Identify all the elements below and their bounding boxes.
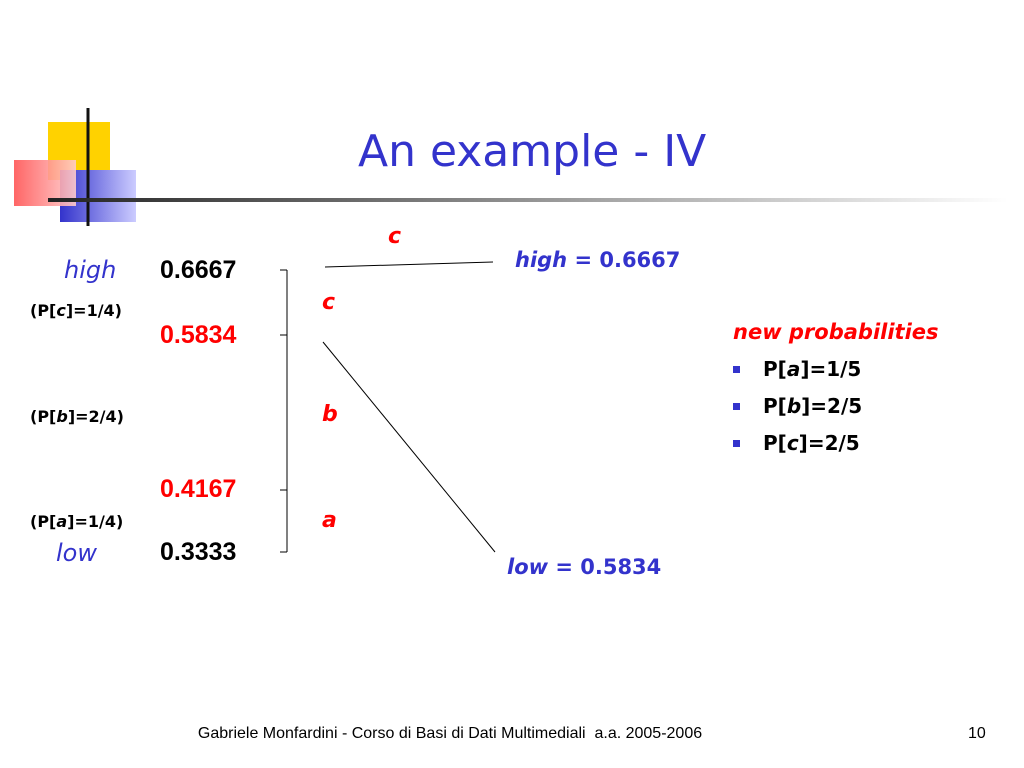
text: ]=1/4) xyxy=(67,512,124,531)
text: P[ xyxy=(763,357,787,381)
text: (P[ xyxy=(30,301,57,320)
zoom-symbol: c xyxy=(388,224,402,249)
bullets xyxy=(733,366,740,447)
list-item: P[c]=2/5 xyxy=(763,433,860,453)
zoom-line xyxy=(324,261,494,268)
text: P[ xyxy=(763,431,787,455)
title-rule xyxy=(48,198,1008,202)
symbol: c xyxy=(322,290,336,315)
zoom-low: low = 0.5834 xyxy=(507,557,661,578)
zoom-high: high = 0.6667 xyxy=(515,250,680,271)
title: An example - IV xyxy=(358,126,707,177)
interval-value: 0.4167 xyxy=(160,475,237,503)
low-label: low xyxy=(56,539,97,567)
interval-value: 0.5834 xyxy=(160,321,237,349)
new-probabilities-heading: new probabilities xyxy=(733,320,939,344)
zoom-line xyxy=(322,341,496,553)
interval-value: 0.3333 xyxy=(160,538,237,566)
label: high xyxy=(515,248,568,272)
text: ]=1/5 xyxy=(800,357,862,381)
symbol: a xyxy=(56,512,68,531)
symbol: c xyxy=(786,431,799,455)
probability: (P[a]=1/4) xyxy=(30,514,123,530)
footer: Gabriele Monfardini - Corso di Basi di D… xyxy=(197,725,703,742)
high-label: high xyxy=(64,256,117,284)
symbol: b xyxy=(322,402,338,427)
list-item: P[b]=2/5 xyxy=(763,396,862,416)
text: ]=2/5 xyxy=(801,394,863,418)
page-number: 10 xyxy=(968,725,986,742)
symbol: b xyxy=(786,394,802,418)
probability: (P[b]=2/4) xyxy=(30,409,124,425)
symbol: a xyxy=(322,508,337,533)
symbol: a xyxy=(786,357,801,381)
text: (P[ xyxy=(30,512,57,531)
text: (P[ xyxy=(30,407,57,426)
symbol: b xyxy=(56,407,68,426)
list-item: P[a]=1/5 xyxy=(763,359,861,379)
value: = 0.5834 xyxy=(548,555,662,579)
text: ]=2/5 xyxy=(798,431,860,455)
bracket xyxy=(280,269,288,553)
probability: (P[c]=1/4) xyxy=(30,303,122,319)
symbol: c xyxy=(56,301,66,320)
interval-value: 0.6667 xyxy=(160,256,237,284)
label: low xyxy=(507,555,549,579)
text: ]=2/4) xyxy=(67,407,124,426)
value: = 0.6667 xyxy=(567,248,681,272)
text: ]=1/4) xyxy=(65,301,122,320)
text: P[ xyxy=(763,394,787,418)
